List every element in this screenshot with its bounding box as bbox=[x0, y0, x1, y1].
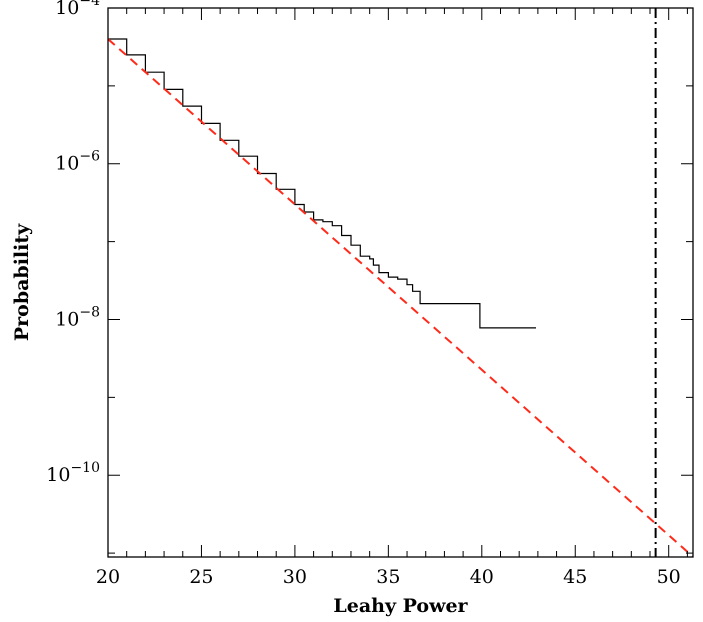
y-tick-label: 10−8 bbox=[55, 304, 100, 330]
model-fit-line bbox=[108, 38, 693, 557]
x-tick-label: 20 bbox=[96, 566, 120, 588]
x-tick-label: 30 bbox=[283, 566, 307, 588]
y-axis-label: Probability bbox=[11, 223, 33, 341]
x-tick-label: 25 bbox=[189, 566, 213, 588]
x-tick-label: 45 bbox=[563, 566, 587, 588]
y-tick-label: 10−6 bbox=[55, 149, 100, 175]
y-tick-label: 10−10 bbox=[46, 460, 100, 486]
y-tick-label: 10−4 bbox=[55, 0, 100, 19]
data-step-line bbox=[108, 38, 536, 329]
x-tick-label: 35 bbox=[376, 566, 400, 588]
plot-frame bbox=[107, 7, 694, 558]
x-axis-label: Leahy Power bbox=[333, 595, 468, 617]
x-tick-label: 50 bbox=[657, 566, 681, 588]
axis-tick-labels: 20 25 30 35 40 45 50 10−4 10−6 10−8 10−10 bbox=[46, 0, 681, 588]
x-tick-label: 40 bbox=[470, 566, 494, 588]
axis-ticks bbox=[107, 7, 693, 557]
